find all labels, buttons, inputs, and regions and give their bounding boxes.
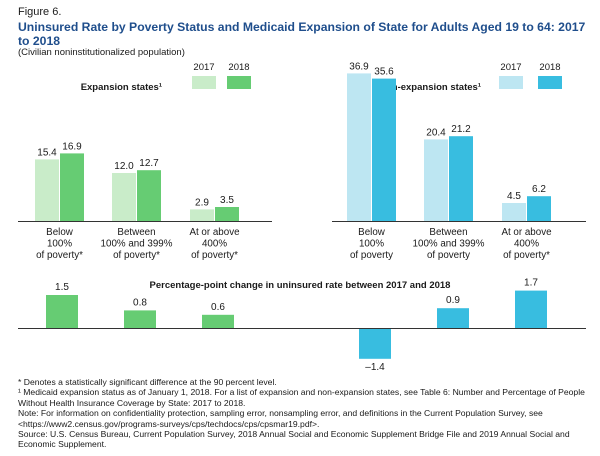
expansion-category-label-1: Below 100% of poverty* <box>36 227 83 261</box>
nonexpansion-bar-3-2017 <box>502 203 526 221</box>
change-bar-5 <box>437 308 469 328</box>
nonexpansion-bar-1-2018 <box>372 78 396 221</box>
chart-title: Uninsured Rate by Poverty Status and Med… <box>18 20 586 48</box>
nonexpansion-bar-1-2017 <box>347 73 371 222</box>
footnote-significance: * Denotes a statistically significant di… <box>18 377 277 387</box>
footnote-note: Note: For information on confidentiality… <box>18 408 543 429</box>
nonexpansion-legend-swatch-2017 <box>499 76 523 89</box>
nonexpansion-legend-label-2017: 2017 <box>500 62 521 73</box>
figure-label: Figure 6. <box>18 6 62 18</box>
expansion-bar-2-2017 <box>112 173 136 221</box>
change-value-label-6: 1.7 <box>524 278 538 289</box>
expansion-legend-label-2017: 2017 <box>193 62 214 73</box>
nonexpansion-value-label-3-2017: 4.5 <box>507 191 521 202</box>
expansion-legend-swatch-2018 <box>227 76 251 89</box>
expansion-value-label-2-2018: 12.7 <box>139 158 159 169</box>
expansion-value-label-1-2018: 16.9 <box>62 141 82 152</box>
change-bar-4 <box>359 328 391 359</box>
nonexpansion-value-label-1-2018: 35.6 <box>374 67 394 78</box>
expansion-bar-1-2018 <box>60 153 84 221</box>
change-value-label-2: 0.8 <box>133 297 147 308</box>
expansion-legend-label-2018: 2018 <box>228 62 249 73</box>
footnotes: * Denotes a statistically significant di… <box>18 377 588 450</box>
nonexpansion-value-label-2-2018: 21.2 <box>451 124 471 135</box>
change-bar-6 <box>515 290 547 328</box>
nonexpansion-bar-3-2018 <box>527 196 551 221</box>
expansion-legend-swatch-2017 <box>192 76 216 89</box>
expansion-bar-3-2018 <box>215 207 239 221</box>
footnote-expansion-status: ¹ Medicaid expansion status as of Januar… <box>18 387 585 408</box>
nonexpansion-category-label-1: Below 100% of poverty <box>350 227 393 261</box>
chart-subtitle: (Civilian noninstitutionalized populatio… <box>18 47 185 58</box>
nonexpansion-value-label-1-2017: 36.9 <box>349 61 369 72</box>
change-value-label-4: –1.4 <box>365 362 385 373</box>
nonexpansion-panel-title: Non-expansion states¹ <box>379 82 481 93</box>
nonexpansion-category-label-3: At or above 400% of poverty* <box>501 227 552 261</box>
nonexpansion-legend-label-2018: 2018 <box>539 62 560 73</box>
footnote-source: Source: U.S. Census Bureau, Current Popu… <box>18 429 570 450</box>
expansion-value-label-3-2018: 3.5 <box>220 195 234 206</box>
nonexpansion-category-label-2: Between 100% and 399% of poverty <box>413 227 485 261</box>
change-value-label-3: 0.6 <box>211 302 225 313</box>
nonexpansion-bar-2-2017 <box>424 139 448 221</box>
nonexpansion-bar-2-2018 <box>449 136 473 221</box>
expansion-value-label-3-2017: 2.9 <box>195 197 209 208</box>
expansion-bar-2-2018 <box>137 170 161 221</box>
expansion-panel-title: Expansion states¹ <box>81 82 162 93</box>
expansion-value-label-1-2017: 15.4 <box>37 147 57 158</box>
nonexpansion-value-label-3-2018: 6.2 <box>532 184 546 195</box>
change-value-label-5: 0.9 <box>446 295 460 306</box>
change-bar-2 <box>124 310 156 328</box>
change-bar-1 <box>46 295 78 328</box>
expansion-value-label-2-2017: 12.0 <box>114 161 134 172</box>
expansion-bar-3-2017 <box>190 209 214 221</box>
change-panel-title: Percentage-point change in uninsured rat… <box>150 280 451 291</box>
expansion-category-label-2: Between 100% and 399% of poverty* <box>101 227 173 261</box>
expansion-category-label-3: At or above 400% of poverty* <box>189 227 240 261</box>
change-value-label-1: 1.5 <box>55 282 69 293</box>
nonexpansion-legend-swatch-2018 <box>538 76 562 89</box>
expansion-bar-1-2017 <box>35 159 59 221</box>
nonexpansion-value-label-2-2017: 20.4 <box>426 127 446 138</box>
change-bar-3 <box>202 314 234 328</box>
